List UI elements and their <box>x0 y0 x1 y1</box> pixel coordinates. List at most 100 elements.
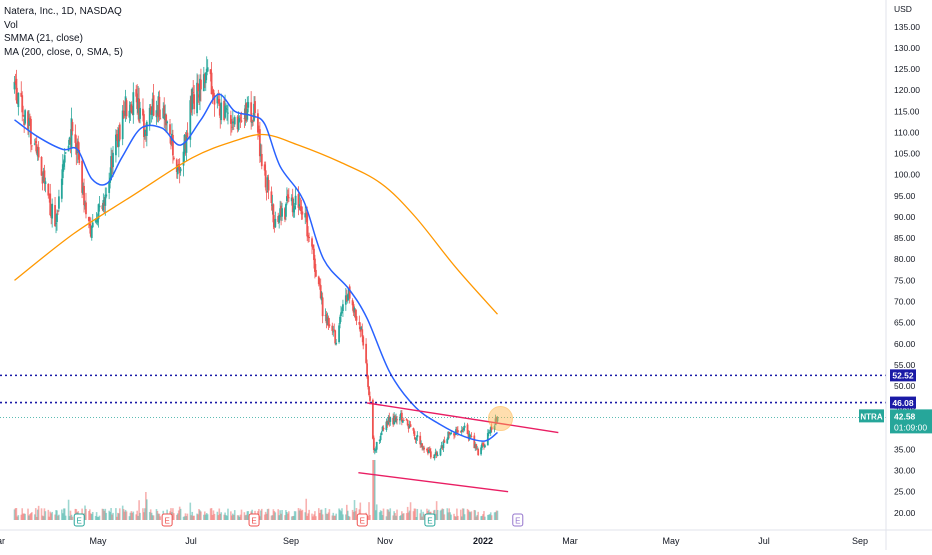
volume-bar <box>21 508 24 520</box>
candle-body <box>16 97 19 104</box>
volume-bar <box>108 510 110 520</box>
volume-bar <box>281 510 283 520</box>
candle-body <box>320 296 323 301</box>
candle-body <box>157 96 160 116</box>
candle <box>136 84 139 115</box>
volume-bar <box>340 511 342 520</box>
candle <box>175 158 178 179</box>
candle <box>205 56 208 81</box>
volume-bar <box>372 460 374 520</box>
candle-body <box>135 89 138 97</box>
candle <box>426 447 428 452</box>
candle-body <box>243 118 246 119</box>
candle-body <box>381 426 384 432</box>
candle <box>231 110 234 131</box>
candle <box>314 254 316 279</box>
volume-bar <box>209 508 212 520</box>
candle <box>379 433 382 443</box>
candle <box>166 120 169 133</box>
candle <box>313 244 315 269</box>
volume-bar <box>67 499 70 520</box>
candle-body <box>346 294 349 300</box>
candle-body <box>111 155 113 169</box>
volume-bar <box>41 515 44 520</box>
volume-bar <box>447 512 450 520</box>
candle-body <box>84 205 86 207</box>
volume-bar <box>299 508 302 520</box>
candle <box>319 278 322 300</box>
volume-bar <box>463 514 466 520</box>
candle-body <box>263 164 266 171</box>
volume-bar <box>139 512 141 520</box>
volume-bar <box>176 513 179 520</box>
volume-bar <box>414 508 417 520</box>
volume-bar <box>193 515 195 520</box>
candle-body <box>163 105 166 117</box>
candle <box>101 202 104 212</box>
candle-body <box>164 113 167 121</box>
volume-bar <box>109 511 111 520</box>
candle <box>312 244 314 250</box>
candle-body <box>317 276 320 285</box>
volume-bar <box>61 509 63 520</box>
volume-bar <box>333 515 336 520</box>
candle-body <box>129 104 132 113</box>
volume-bar <box>324 508 327 520</box>
volume-bar <box>285 510 287 520</box>
volume-bar <box>325 513 328 520</box>
candle <box>362 335 365 350</box>
candle <box>385 418 388 432</box>
candle <box>273 215 276 233</box>
candle-body <box>40 156 43 176</box>
candle-body <box>446 438 449 444</box>
candle <box>272 203 275 230</box>
candle-body <box>57 210 59 212</box>
candle <box>352 301 355 316</box>
price-axis: USD20.0025.0030.0035.0040.0045.0050.0055… <box>859 0 932 550</box>
volume-bar <box>488 514 491 520</box>
volume-bar <box>149 509 152 520</box>
candle-body <box>274 218 277 228</box>
candle-body <box>227 112 229 114</box>
price-tick-label: 110.00 <box>894 127 920 137</box>
candle-body <box>401 420 404 423</box>
price-tick-label: 80.00 <box>894 254 916 264</box>
candle <box>254 96 256 119</box>
candle-body <box>494 418 497 426</box>
candle-body <box>414 437 417 440</box>
candle-body <box>204 72 207 84</box>
candle <box>432 454 435 459</box>
volume-bar <box>48 516 51 520</box>
candle <box>85 192 87 219</box>
volume-bar <box>446 508 449 520</box>
candle <box>253 96 255 123</box>
candle-body <box>312 244 314 249</box>
volume-bar <box>416 508 419 520</box>
volume-bar <box>279 510 281 520</box>
volume-bar <box>435 501 438 520</box>
volume-bar <box>217 515 220 520</box>
volume-bar <box>145 492 147 520</box>
volume-bar <box>297 508 300 520</box>
candle <box>394 414 396 423</box>
candle-body <box>35 144 38 154</box>
volume-bar <box>461 508 464 520</box>
volume-bar <box>266 509 269 520</box>
candle-body <box>351 300 354 306</box>
candle <box>293 202 296 218</box>
candle <box>159 109 162 120</box>
candle-body <box>340 312 342 316</box>
candle <box>470 432 473 438</box>
candle <box>388 412 391 427</box>
candle <box>70 107 73 158</box>
volume-bar <box>381 515 384 520</box>
volume-bar <box>392 515 394 520</box>
candle-body <box>483 444 485 447</box>
candle <box>135 85 138 103</box>
candle-body <box>428 449 431 452</box>
earnings-label: E <box>515 517 520 526</box>
candle-body <box>325 314 328 324</box>
candle <box>341 307 343 314</box>
